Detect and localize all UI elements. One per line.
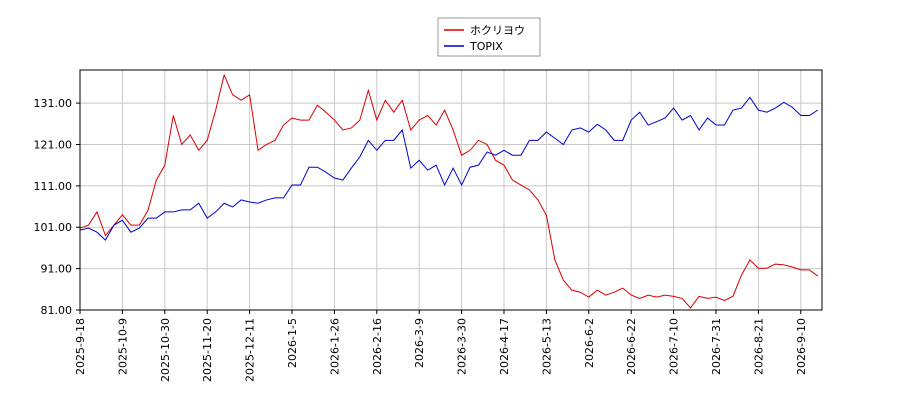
x-tick-label: 2026-8-21 [752, 318, 765, 375]
x-tick-label: 2025-10-9 [116, 318, 129, 375]
x-tick-label: 2026-6-2 [583, 318, 596, 368]
x-tick-label: 2026-5-13 [540, 318, 553, 375]
y-tick-label: 111.00 [34, 180, 73, 193]
legend [437, 17, 541, 57]
x-tick-label: 2026-7-10 [668, 318, 681, 375]
x-tick-label: 2026-7-31 [710, 318, 723, 375]
legend-label: TOPIX [469, 40, 503, 53]
x-tick-label: 2026-9-10 [795, 318, 808, 375]
y-tick-label: 131.00 [34, 97, 73, 110]
x-tick-label: 2026-1-5 [286, 318, 299, 368]
axes: 81.00 91.00 101.00 111.00 121.00 131.00 2025-9… [34, 97, 808, 382]
y-tick-label: 101.00 [34, 221, 73, 234]
x-tick-label: 2026-3-9 [413, 318, 426, 368]
series-line [79, 73, 819, 309]
x-tick-label: 2026-1-26 [328, 318, 341, 375]
plot-area [80, 70, 822, 310]
x-tick-label: 2026-6-22 [625, 318, 638, 375]
x-tick-label: 2025-11-20 [201, 318, 214, 382]
x-tick-label: 2026-4-17 [498, 318, 511, 375]
y-tick-label: 91.00 [41, 263, 73, 276]
legend-label: ホクリヨウ [470, 24, 525, 37]
x-tick-label: 2025-12-11 [244, 318, 257, 382]
x-tick-label: 2026-2-16 [371, 318, 384, 375]
x-tick-label: 2025-10-30 [159, 318, 172, 382]
x-tick-label: 2025-9-18 [74, 318, 87, 375]
legend-items: ホクリヨウ TOPIX [444, 24, 525, 53]
y-tick-label: 121.00 [34, 138, 73, 151]
lines [79, 73, 819, 309]
x-tick-label: 2026-3-30 [456, 318, 469, 375]
y-tick-label: 81.00 [41, 304, 73, 317]
plot-frame [79, 69, 823, 311]
grid [79, 70, 822, 311]
series-line [79, 96, 819, 241]
